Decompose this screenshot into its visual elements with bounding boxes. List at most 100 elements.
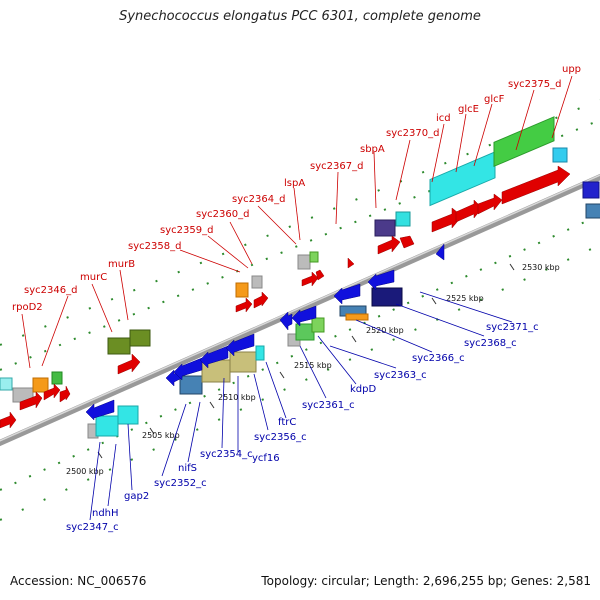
tick-label: 2510 kbp (218, 393, 256, 402)
gene-label[interactable]: syc2359_d (160, 225, 213, 236)
gene-arrow[interactable] (173, 357, 203, 381)
feature-box[interactable] (51, 371, 63, 385)
feature-box[interactable] (95, 415, 119, 437)
gene-arrow[interactable] (431, 207, 463, 233)
gene-label[interactable]: syc2358_d (128, 241, 181, 252)
gene-arrow[interactable] (199, 345, 229, 369)
gene-label[interactable]: glcE (458, 104, 479, 115)
gene-arrow[interactable] (225, 333, 255, 357)
gene-arrow[interactable] (477, 193, 503, 215)
forward-arrows (0, 165, 571, 429)
gene-label[interactable]: rpoD2 (12, 302, 43, 313)
gene-label[interactable]: lspA (284, 178, 305, 189)
gene-arrow[interactable] (235, 297, 253, 313)
tick-labels: 2500 kbp 2505 kbp 2510 kbp 2515 kbp 2520… (66, 263, 560, 476)
feature-box[interactable] (582, 181, 600, 199)
gene-label[interactable]: syc2370_d (386, 128, 439, 139)
topology-text: Topology: circular; Length: 2,696,255 bp… (261, 574, 591, 588)
feature-box[interactable] (251, 275, 263, 289)
feature-box[interactable] (107, 337, 131, 355)
feature-box[interactable] (429, 151, 496, 207)
gene-arrow[interactable] (333, 283, 361, 305)
gene-label[interactable]: murC (80, 272, 107, 283)
gene-arrow[interactable] (19, 391, 43, 411)
feature-box[interactable] (179, 375, 203, 395)
feature-box[interactable] (309, 251, 319, 263)
gene-label[interactable]: ycf16 (252, 453, 280, 464)
reverse-features (87, 287, 403, 439)
gene-arrow[interactable] (301, 271, 319, 287)
feature-box[interactable] (374, 219, 396, 237)
feature-box[interactable] (311, 317, 325, 333)
gene-label[interactable]: syc2360_d (196, 209, 249, 220)
gene-label[interactable]: syc2363_c (374, 370, 427, 381)
tick-label: 2500 kbp (66, 467, 104, 476)
gene-label[interactable]: syc2347_c (66, 522, 119, 533)
gene-label[interactable]: gap2 (124, 491, 149, 502)
gene-arrow[interactable] (279, 311, 293, 331)
feature-box[interactable] (229, 351, 257, 373)
gene-arrow[interactable] (315, 269, 325, 281)
gene-arrow[interactable] (0, 411, 17, 429)
accession-text: Accession: NC_006576 (10, 574, 147, 588)
feature-box[interactable] (235, 282, 249, 298)
gene-label[interactable]: upp (562, 64, 581, 75)
tick-label: 2505 kbp (142, 431, 180, 440)
gene-arrow[interactable] (377, 235, 401, 255)
gene-arrow[interactable] (43, 383, 61, 401)
tick-label: 2525 kbp (446, 294, 484, 303)
inner-guide-track-2 (0, 244, 600, 521)
gene-label[interactable]: ftrC (278, 417, 296, 428)
tick-label: 2530 kbp (522, 263, 560, 272)
tick-label: 2515 kbp (294, 361, 332, 370)
reverse-arrows (85, 243, 445, 421)
top-leader-lines (21, 75, 573, 369)
feature-box[interactable] (255, 345, 265, 361)
gene-label[interactable]: syc2352_c (154, 478, 207, 489)
bottom-gene-labels: syc2347_c ndhH gap2 syc2352_c nifS syc23… (66, 322, 539, 533)
feature-box[interactable] (345, 313, 369, 321)
gene-label[interactable]: syc2346_d (24, 285, 77, 296)
gene-label[interactable]: nifS (178, 463, 197, 474)
gene-label[interactable]: syc2371_c (486, 322, 539, 333)
genome-backbone-highlight (0, 174, 600, 442)
feature-box[interactable] (0, 377, 13, 391)
gene-label[interactable]: syc2367_d (310, 161, 363, 172)
feature-box[interactable] (295, 323, 315, 341)
feature-box[interactable] (493, 116, 555, 168)
gene-arrow[interactable] (347, 257, 355, 269)
feature-box[interactable] (297, 254, 311, 270)
gene-label[interactable]: sbpA (360, 144, 385, 155)
gene-label[interactable]: syc2364_d (232, 194, 285, 205)
gene-arrow[interactable] (367, 269, 395, 291)
gene-label[interactable]: syc2368_c (464, 338, 517, 349)
gene-label[interactable]: syc2375_d (508, 79, 561, 90)
gene-label[interactable]: syc2366_c (412, 353, 465, 364)
gene-arrow[interactable] (117, 353, 141, 375)
feature-box[interactable] (129, 329, 151, 347)
gene-label[interactable]: kdpD (350, 384, 376, 395)
gene-arrow[interactable] (399, 235, 415, 249)
gene-arrow[interactable] (501, 165, 571, 205)
feature-box[interactable] (552, 147, 568, 163)
gene-label[interactable]: syc2361_c (302, 400, 355, 411)
gene-label[interactable]: icd (436, 113, 451, 124)
gene-label[interactable]: ndhH (92, 508, 119, 519)
forward-features (0, 116, 600, 403)
feature-box[interactable] (32, 377, 49, 393)
feature-box[interactable] (395, 211, 411, 227)
gene-label[interactable]: syc2354_c (200, 449, 253, 460)
gene-label[interactable]: syc2356_c (254, 432, 307, 443)
feature-box[interactable] (371, 287, 403, 307)
gene-label[interactable]: glcF (484, 94, 505, 105)
gene-arrow[interactable] (85, 399, 115, 421)
top-gene-labels: rpoD2 syc2346_d murC murB syc2358_d syc2… (12, 64, 581, 313)
feature-box[interactable] (117, 405, 139, 425)
gene-arrow[interactable] (435, 243, 445, 261)
feature-box[interactable] (585, 203, 600, 219)
gene-arrow[interactable] (59, 385, 71, 403)
gene-arrow[interactable] (291, 305, 317, 327)
gene-label[interactable]: murB (108, 259, 135, 270)
gene-arrow[interactable] (253, 291, 269, 309)
